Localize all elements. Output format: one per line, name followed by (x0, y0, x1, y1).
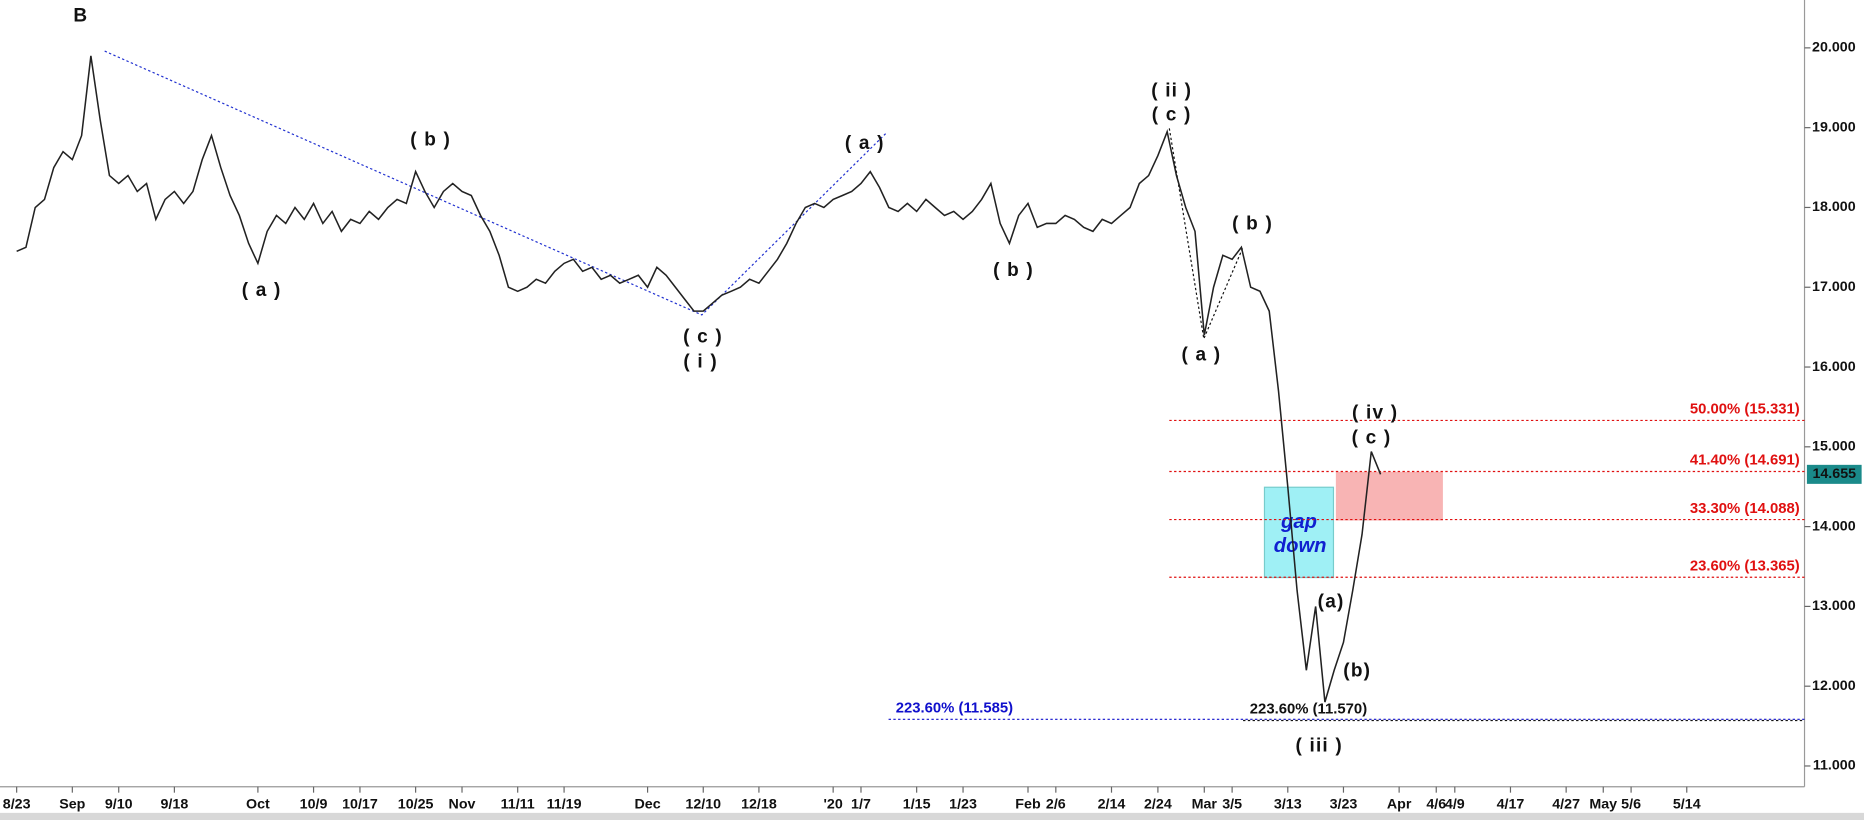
x-tick-label: 10/9 (300, 796, 328, 812)
x-tick-label: 4/17 (1497, 796, 1525, 812)
wave-label: ( c ) (1152, 104, 1192, 125)
wave-label: (a) (1318, 592, 1345, 613)
x-tick-label: 4/27 (1552, 796, 1580, 812)
wave-label: ( b ) (410, 129, 451, 150)
y-tick-label: 16.000 (1812, 359, 1856, 375)
y-tick-label: 11.000 (1813, 758, 1856, 774)
x-tick-label: 3/23 (1330, 796, 1358, 812)
x-tick-label: 3/13 (1274, 796, 1302, 812)
wave-label: (b) (1343, 660, 1371, 681)
x-tick-label: 10/17 (342, 796, 378, 812)
x-tick-label: 10/25 (398, 796, 434, 812)
scrollbar (0, 812, 1864, 820)
wave-label: ( iii ) (1295, 735, 1342, 756)
x-tick-label: Apr (1387, 796, 1412, 812)
x-tick-label: 4/9 (1445, 796, 1465, 812)
x-tick-label: 2/14 (1098, 796, 1126, 812)
y-tick-label: 19.000 (1812, 119, 1856, 135)
x-tick-label: 11/19 (547, 796, 582, 812)
fib-label: 50.00% (15.331) (1690, 402, 1800, 418)
x-tick-label: 9/18 (161, 796, 189, 812)
fib-label: 23.60% (13.365) (1690, 559, 1800, 575)
gap-text: down (1274, 535, 1327, 557)
x-tick-label: Sep (59, 796, 85, 812)
x-tick-label: 12/10 (685, 796, 721, 812)
fib-label: 223.60% (11.570) (1250, 702, 1367, 718)
wave-label: ( ii ) (1151, 81, 1192, 102)
wave-label: ( b ) (993, 260, 1034, 281)
x-tick-label: 2/24 (1144, 796, 1172, 812)
wave-label: ( a ) (845, 133, 885, 154)
fib-label: 33.30% (14.088) (1690, 501, 1800, 517)
x-tick-label: 4/6 (1426, 796, 1446, 812)
price-line (16, 55, 1382, 703)
x-tick-label: 1/23 (949, 796, 977, 812)
x-tick-label: 9/10 (105, 796, 133, 812)
x-tick-label: Feb (1015, 796, 1041, 812)
wave-label: ( b ) (1232, 214, 1273, 235)
last-price-label: 14.655 (1812, 466, 1856, 482)
wave-label: ( a ) (1182, 344, 1222, 365)
wave-label: ( c ) (683, 327, 723, 348)
wave-label: ( c ) (1352, 428, 1392, 449)
y-tick-label: 12.000 (1812, 678, 1856, 694)
x-tick-label: 12/18 (741, 796, 777, 812)
x-tick-label: 8/23 (3, 796, 31, 812)
fib-label: 41.40% (14.691) (1690, 453, 1800, 469)
x-tick-label: Mar (1192, 796, 1218, 812)
fib-label: 223.60% (11.585) (896, 701, 1013, 717)
x-tick-label: 11/11 (501, 796, 535, 812)
wave-label: ( i ) (683, 352, 717, 373)
x-tick-label: Dec (634, 796, 660, 812)
y-tick-label: 18.000 (1812, 199, 1856, 215)
wave-label: ( iv ) (1352, 403, 1398, 424)
last-price-tag (1806, 464, 1862, 484)
x-tick-label: 2/6 (1046, 796, 1066, 812)
x-tick-label: Oct (246, 796, 270, 812)
x-tick-label: 5/6 (1621, 796, 1641, 812)
wave-label: B (73, 6, 88, 27)
target-box (1335, 471, 1443, 521)
trendline (104, 50, 887, 316)
y-tick-label: 15.000 (1812, 439, 1856, 455)
gap-box (1263, 486, 1335, 579)
y-tick-label: 13.000 (1812, 598, 1856, 614)
x-tick-label: 1/15 (903, 796, 931, 812)
x-tick-label: 3/5 (1222, 796, 1242, 812)
y-tick-label: 20.000 (1812, 40, 1856, 56)
x-tick-label: Nov (449, 796, 476, 812)
x-tick-label: '20 (824, 796, 843, 812)
wave-label: ( a ) (242, 280, 282, 301)
x-tick-label: 5/14 (1673, 796, 1701, 812)
gap-text: gap (1280, 511, 1317, 533)
x-tick-label: May (1589, 796, 1617, 812)
y-tick-label: 14.000 (1812, 518, 1856, 534)
x-tick-label: 1/7 (851, 796, 871, 812)
y-tick-label: 17.000 (1812, 279, 1856, 295)
